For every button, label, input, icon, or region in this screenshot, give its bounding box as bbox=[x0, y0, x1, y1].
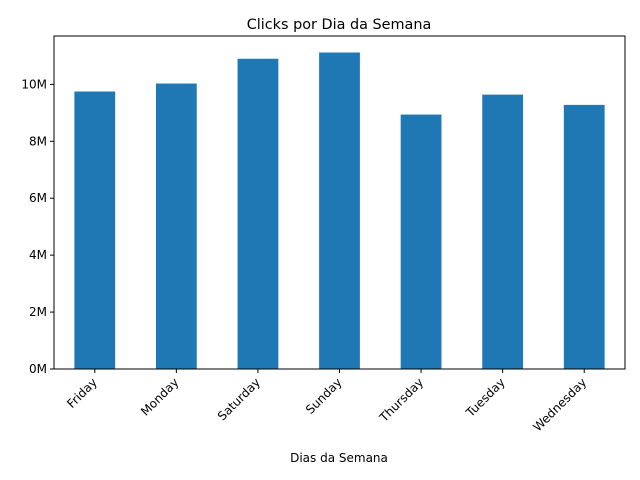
x-tick-label: Saturday bbox=[215, 375, 263, 423]
y-tick-label: 6M bbox=[29, 191, 47, 205]
chart-title: Clicks por Dia da Semana bbox=[247, 17, 432, 33]
bar-tuesday bbox=[482, 94, 524, 369]
plot-frame bbox=[53, 35, 626, 370]
x-tick-label: Tuesday bbox=[463, 375, 508, 420]
y-tick-label: 4M bbox=[29, 248, 47, 262]
bar-thursday bbox=[400, 114, 442, 369]
x-axis-label: Dias da Semana bbox=[290, 451, 388, 465]
bar-saturday bbox=[237, 58, 279, 370]
y-tick-label: 10M bbox=[21, 77, 47, 91]
x-tick-label: Monday bbox=[138, 375, 181, 418]
x-tick-label: Sunday bbox=[303, 375, 345, 417]
y-axis: 0M 2M 4M 6M 8M 10M bbox=[21, 77, 54, 376]
bar-sunday bbox=[319, 52, 360, 369]
y-tick-label: 8M bbox=[29, 134, 47, 148]
x-axis: Friday Monday Saturday Sunday Thursday Tuesda… bbox=[64, 369, 589, 434]
x-tick-label: Thursday bbox=[376, 375, 426, 425]
bar-wednesday bbox=[563, 104, 605, 369]
bars-group bbox=[74, 52, 605, 370]
y-tick-label: 0M bbox=[29, 362, 47, 376]
bar-monday bbox=[155, 83, 197, 370]
x-tick-label: Wednesday bbox=[530, 375, 589, 434]
y-tick-label: 2M bbox=[29, 305, 47, 319]
x-tick-label: Friday bbox=[64, 375, 100, 411]
bar-friday bbox=[74, 91, 116, 369]
